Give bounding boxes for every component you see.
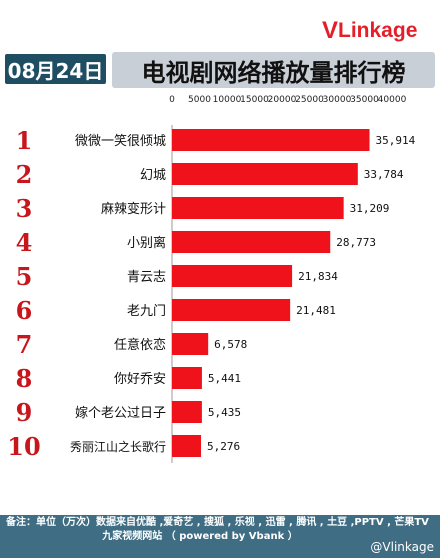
watermark: @Vlinkage xyxy=(370,540,434,554)
ranking-bar-chart: 0 5000 10000150002000025000300003500040000… xyxy=(7,95,416,463)
value-label: 21,834 xyxy=(298,270,338,283)
x-tick-label: 0 xyxy=(169,95,175,105)
footer-note: 备注：单位（万次）数据来自优酷 ,爱奇艺 , 搜狐 , 乐视 , 迅雷 , 腾讯… xyxy=(0,515,440,558)
bar xyxy=(172,299,291,321)
bar xyxy=(172,197,344,219)
x-tick-label: 20000 xyxy=(268,95,297,105)
x-tick-label: 40000 xyxy=(378,95,407,105)
category-label: 青云志 xyxy=(127,270,166,285)
date-badge: 08月24日 xyxy=(5,54,106,84)
category-label: 秀丽江山之长歌行 xyxy=(70,439,166,454)
chart-row-7: 7 任意依恋 6,578 xyxy=(16,330,248,359)
bar xyxy=(172,129,370,151)
chart-row-2: 2 幻城 33,784 xyxy=(16,160,404,189)
vlinkage-logo: V Linkage xyxy=(322,17,418,44)
value-label: 5,441 xyxy=(208,372,241,385)
value-label: 5,276 xyxy=(207,440,240,453)
chart-row-5: 5 青云志 21,834 xyxy=(16,262,339,291)
bar xyxy=(172,231,331,253)
chart-row-1: 1 微微一笑很倾城 35,914 xyxy=(16,126,416,155)
value-label: 21,481 xyxy=(296,304,336,317)
chart-row-4: 4 小别离 28,773 xyxy=(16,228,376,257)
value-label: 6,578 xyxy=(214,338,247,351)
rank-number: 8 xyxy=(16,364,33,393)
x-tick-label: 5000 xyxy=(188,95,211,105)
x-tick-label: 35000 xyxy=(350,95,379,105)
footer-note-line1: 备注：单位（万次）数据来自优酷 ,爱奇艺 , 搜狐 , 乐视 , 迅雷 , 腾讯… xyxy=(6,517,429,528)
category-label: 幻城 xyxy=(140,168,166,183)
bar xyxy=(172,163,358,185)
chart-rows: 1 微微一笑很倾城 35,914 2 幻城 33,784 3 麻辣变形计 31,209 4 小别离 2… xyxy=(7,126,415,461)
category-label: 小别离 xyxy=(127,235,166,251)
value-label: 28,773 xyxy=(336,236,376,249)
x-tick-label: 30000 xyxy=(323,95,352,105)
bar xyxy=(172,435,202,457)
rank-number: 3 xyxy=(16,194,33,223)
chart-row-10: 10 秀丽江山之长歌行 5,276 xyxy=(7,432,240,461)
bar xyxy=(172,367,202,389)
rank-number: 6 xyxy=(16,296,33,325)
rank-number: 9 xyxy=(16,398,33,427)
value-label: 35,914 xyxy=(376,134,416,147)
category-label: 嫁个老公过日子 xyxy=(75,406,166,421)
logo-v: V xyxy=(322,17,339,44)
category-label: 微微一笑很倾城 xyxy=(75,133,166,149)
rank-number: 4 xyxy=(16,228,33,257)
value-label: 33,784 xyxy=(364,168,404,181)
chart-row-8: 8 你好乔安 5,441 xyxy=(16,364,241,393)
rank-number: 5 xyxy=(16,262,33,291)
category-label: 你好乔安 xyxy=(114,372,166,387)
bar xyxy=(172,401,202,423)
chart-row-3: 3 麻辣变形计 31,209 xyxy=(16,194,390,223)
page-title: 电视剧网络播放量排行榜 xyxy=(112,52,435,88)
bar xyxy=(172,333,209,355)
x-tick-label: 15000 xyxy=(240,95,269,105)
header: V Linkage 08月24日 电视剧网络播放量排行榜 xyxy=(0,0,440,106)
bar xyxy=(172,265,293,287)
category-label: 麻辣变形计 xyxy=(101,201,166,217)
value-label: 31,209 xyxy=(350,202,390,215)
rank-number: 10 xyxy=(7,432,40,461)
category-label: 老九门 xyxy=(127,304,166,319)
rank-number: 2 xyxy=(16,160,33,189)
chart-row-6: 6 老九门 21,481 xyxy=(16,296,336,325)
rank-number: 7 xyxy=(16,330,33,359)
rank-number: 1 xyxy=(16,126,33,155)
chart-row-9: 9 嫁个老公过日子 5,435 xyxy=(16,398,241,427)
value-label: 5,435 xyxy=(208,406,241,419)
footer-note-line2: 九家视频网站 （ powered by Vbank ） xyxy=(102,531,298,542)
category-label: 任意依恋 xyxy=(114,337,166,353)
x-tick-label: 10000 xyxy=(213,95,242,105)
logo-text: Linkage xyxy=(338,19,418,42)
x-tick-label: 25000 xyxy=(295,95,324,105)
